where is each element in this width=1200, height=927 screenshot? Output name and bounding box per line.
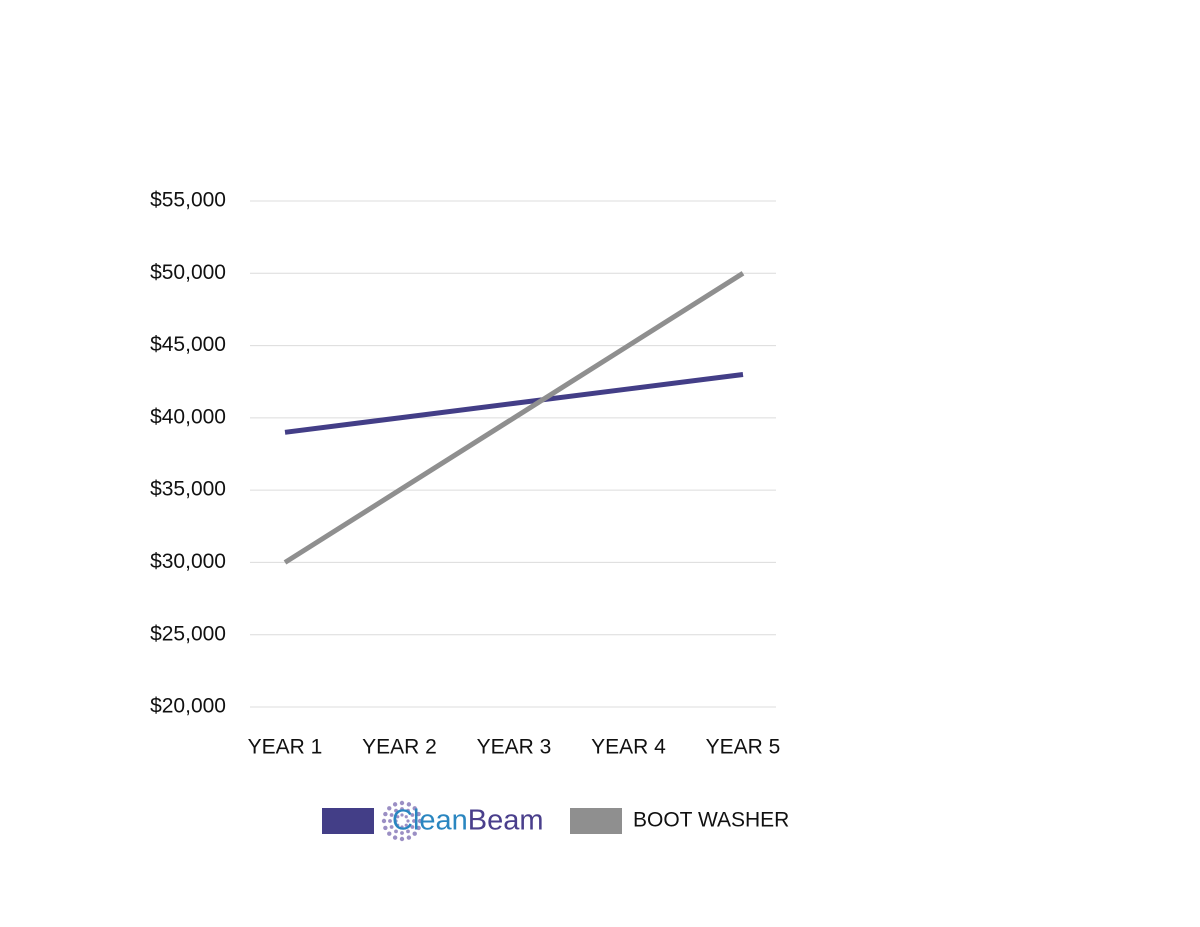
- x-tick-label: YEAR 2: [362, 736, 437, 759]
- x-tick-label: YEAR 4: [591, 736, 666, 759]
- series-line: [284, 372, 744, 435]
- logo-dot: [404, 823, 408, 827]
- logo-dot: [416, 825, 421, 831]
- x-tick-label: YEAR 1: [248, 736, 323, 759]
- logo-dot: [400, 825, 404, 829]
- logo-dot: [389, 825, 394, 829]
- logo-dot: [392, 835, 398, 840]
- x-tick-label: YEAR 5: [706, 736, 781, 759]
- logo-dot: [406, 829, 410, 834]
- legend-label: BOOT WASHER: [633, 809, 789, 832]
- logo-dot: [400, 813, 404, 817]
- logo-dot: [410, 813, 415, 817]
- legend-swatch: [570, 808, 622, 834]
- logo-dot: [404, 815, 408, 819]
- logo-dot: [383, 825, 388, 831]
- logo-dot: [383, 811, 388, 817]
- logo-dot: [387, 806, 392, 811]
- logo-dot: [417, 818, 423, 824]
- logo-dot: [394, 829, 398, 834]
- legend-swatch: [322, 808, 374, 834]
- logo-dot: [412, 819, 416, 823]
- y-tick-label: $20,000: [150, 695, 226, 718]
- y-tick-label: $50,000: [150, 261, 226, 284]
- logo-dot: [412, 806, 417, 811]
- logo-icon: [381, 800, 423, 842]
- y-tick-label: $35,000: [150, 478, 226, 501]
- logo-dot: [392, 802, 398, 807]
- legend-label: CleanBeam: [392, 805, 544, 837]
- logo-dot: [389, 813, 394, 817]
- logo-dot: [399, 800, 405, 806]
- y-tick-label: $55,000: [150, 189, 226, 212]
- logo-dot: [406, 835, 412, 840]
- logo-dot: [388, 819, 392, 823]
- x-tick-label: YEAR 3: [477, 736, 552, 759]
- logo-dot: [410, 825, 415, 829]
- logo-dot: [396, 815, 400, 819]
- y-tick-label: $25,000: [150, 622, 226, 645]
- logo-dot: [387, 831, 392, 836]
- logo-dot: [406, 819, 410, 823]
- logo-dot: [394, 819, 398, 823]
- logo-dot: [399, 836, 405, 842]
- logo-dot: [406, 802, 412, 807]
- logo-dot: [381, 818, 387, 824]
- logo-dot: [412, 831, 417, 836]
- y-tick-label: $45,000: [150, 333, 226, 356]
- logo-dot: [400, 807, 404, 811]
- logo-dot: [396, 823, 400, 827]
- logo-dot: [406, 808, 410, 813]
- logo-dot: [394, 808, 398, 813]
- series-line: [283, 271, 745, 565]
- logo-dot: [416, 811, 421, 817]
- y-tick-label: $40,000: [150, 405, 226, 428]
- logo-dot: [400, 831, 404, 835]
- y-tick-label: $30,000: [150, 550, 226, 573]
